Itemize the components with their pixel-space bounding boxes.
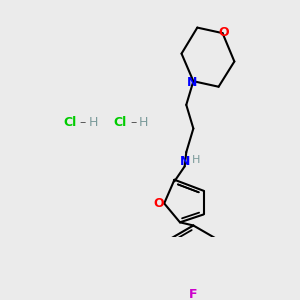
Text: H: H xyxy=(88,116,98,129)
Text: F: F xyxy=(189,288,198,300)
Text: O: O xyxy=(219,26,230,39)
Text: N: N xyxy=(187,76,197,89)
Text: O: O xyxy=(153,197,164,210)
Text: H: H xyxy=(191,155,200,165)
Text: H: H xyxy=(139,116,148,129)
Text: Cl: Cl xyxy=(63,116,76,129)
Text: N: N xyxy=(179,155,190,168)
Text: –: – xyxy=(130,116,136,129)
Text: –: – xyxy=(80,116,86,129)
Text: Cl: Cl xyxy=(113,116,127,129)
